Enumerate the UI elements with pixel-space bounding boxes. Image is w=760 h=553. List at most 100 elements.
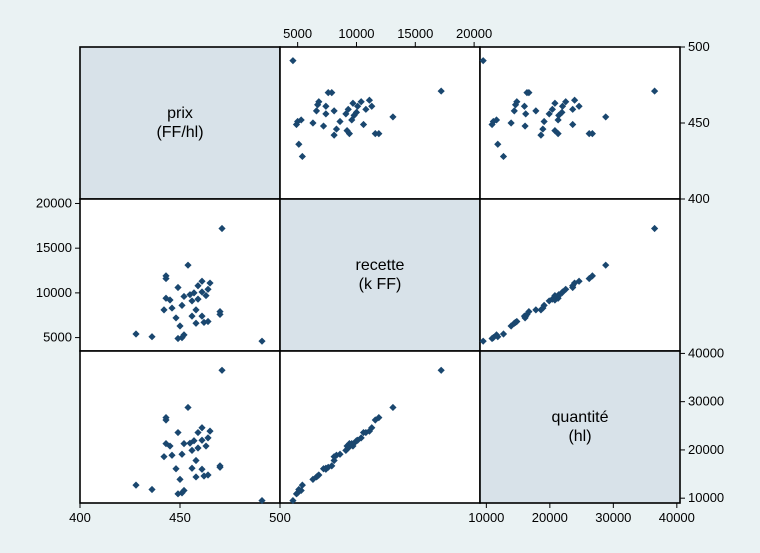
data-point xyxy=(204,285,212,293)
data-point xyxy=(194,444,202,452)
diagonal-cell-quantite xyxy=(479,350,681,504)
data-point xyxy=(309,475,317,483)
data-point xyxy=(365,96,374,104)
tick-label: 30000 xyxy=(688,394,724,409)
data-point xyxy=(194,282,202,290)
data-point xyxy=(180,440,188,448)
data-point xyxy=(188,297,196,305)
data-point xyxy=(294,489,302,497)
data-point xyxy=(569,120,577,129)
data-point xyxy=(437,87,445,95)
data-point xyxy=(562,98,570,106)
plot-cell-recette-vs-prix xyxy=(79,198,281,352)
data-point xyxy=(160,453,168,461)
data-point xyxy=(389,113,397,121)
data-point xyxy=(319,122,328,130)
tick-label: 15000 xyxy=(397,26,433,41)
data-point xyxy=(178,489,186,497)
tick-label: 20000 xyxy=(688,442,724,457)
data-point xyxy=(324,463,332,471)
data-point xyxy=(188,446,196,455)
data-point xyxy=(545,297,553,305)
data-point xyxy=(551,99,559,107)
tick-label: 30000 xyxy=(595,510,631,525)
data-point xyxy=(492,331,501,339)
data-point xyxy=(168,304,176,312)
data-point xyxy=(352,108,361,116)
data-point xyxy=(180,486,188,495)
data-point xyxy=(551,291,559,300)
data-point xyxy=(178,333,186,342)
data-point xyxy=(162,440,170,448)
data-point xyxy=(588,272,596,280)
data-point xyxy=(558,102,567,110)
data-point xyxy=(532,306,540,314)
data-point xyxy=(184,261,192,269)
data-point xyxy=(322,102,330,110)
data-point xyxy=(194,295,202,303)
data-point xyxy=(202,291,210,300)
data-point xyxy=(368,102,376,110)
data-point xyxy=(204,434,212,442)
tick-label: 450 xyxy=(169,510,191,525)
data-point xyxy=(216,463,224,471)
data-point xyxy=(172,314,180,322)
data-point xyxy=(174,428,182,437)
data-point xyxy=(523,310,531,318)
data-point xyxy=(194,428,202,437)
plot-cell-quantite-vs-recette xyxy=(279,350,481,504)
data-point xyxy=(330,453,338,461)
data-point xyxy=(520,312,529,320)
data-point xyxy=(314,101,322,109)
data-point xyxy=(192,306,200,314)
tick-label: 20000 xyxy=(456,26,492,41)
data-point xyxy=(539,304,547,312)
tick-label: 500 xyxy=(688,39,710,54)
data-point xyxy=(569,105,577,113)
data-point xyxy=(507,322,515,330)
data-point xyxy=(332,125,341,133)
data-point xyxy=(511,101,520,109)
data-point xyxy=(174,283,182,292)
data-point xyxy=(521,122,529,130)
data-point xyxy=(178,301,186,309)
data-point xyxy=(160,306,168,314)
data-point xyxy=(651,224,659,233)
data-point xyxy=(190,437,198,445)
data-point xyxy=(492,116,501,124)
data-point xyxy=(540,117,548,126)
data-point xyxy=(513,317,521,326)
data-point xyxy=(562,285,570,293)
diagonal-cell-recette xyxy=(279,198,481,352)
data-point xyxy=(357,98,365,106)
data-point xyxy=(554,116,562,124)
data-point xyxy=(330,456,338,465)
data-point xyxy=(330,131,338,139)
variable-label-recette: recette xyxy=(356,257,405,274)
data-point xyxy=(315,98,323,106)
data-point xyxy=(342,446,350,455)
data-point xyxy=(437,366,445,374)
tick-label: 15000 xyxy=(36,240,72,255)
data-point xyxy=(389,403,397,412)
data-point xyxy=(336,117,344,126)
data-point xyxy=(132,481,140,489)
data-point xyxy=(349,99,357,107)
data-point xyxy=(494,140,502,148)
data-point xyxy=(602,113,610,121)
data-point xyxy=(295,140,303,148)
tick-label: 40000 xyxy=(688,345,724,360)
data-point xyxy=(554,130,562,138)
data-point xyxy=(178,450,186,458)
tick-label: 5000 xyxy=(283,26,312,41)
data-point xyxy=(479,337,487,345)
data-point xyxy=(184,403,192,412)
data-point xyxy=(162,294,170,302)
data-point xyxy=(525,308,533,316)
data-point xyxy=(651,87,659,95)
data-point xyxy=(202,442,210,450)
data-point xyxy=(558,108,566,116)
data-point xyxy=(132,330,140,338)
data-point xyxy=(336,450,344,458)
variable-unit-recette: (k FF) xyxy=(359,276,402,293)
